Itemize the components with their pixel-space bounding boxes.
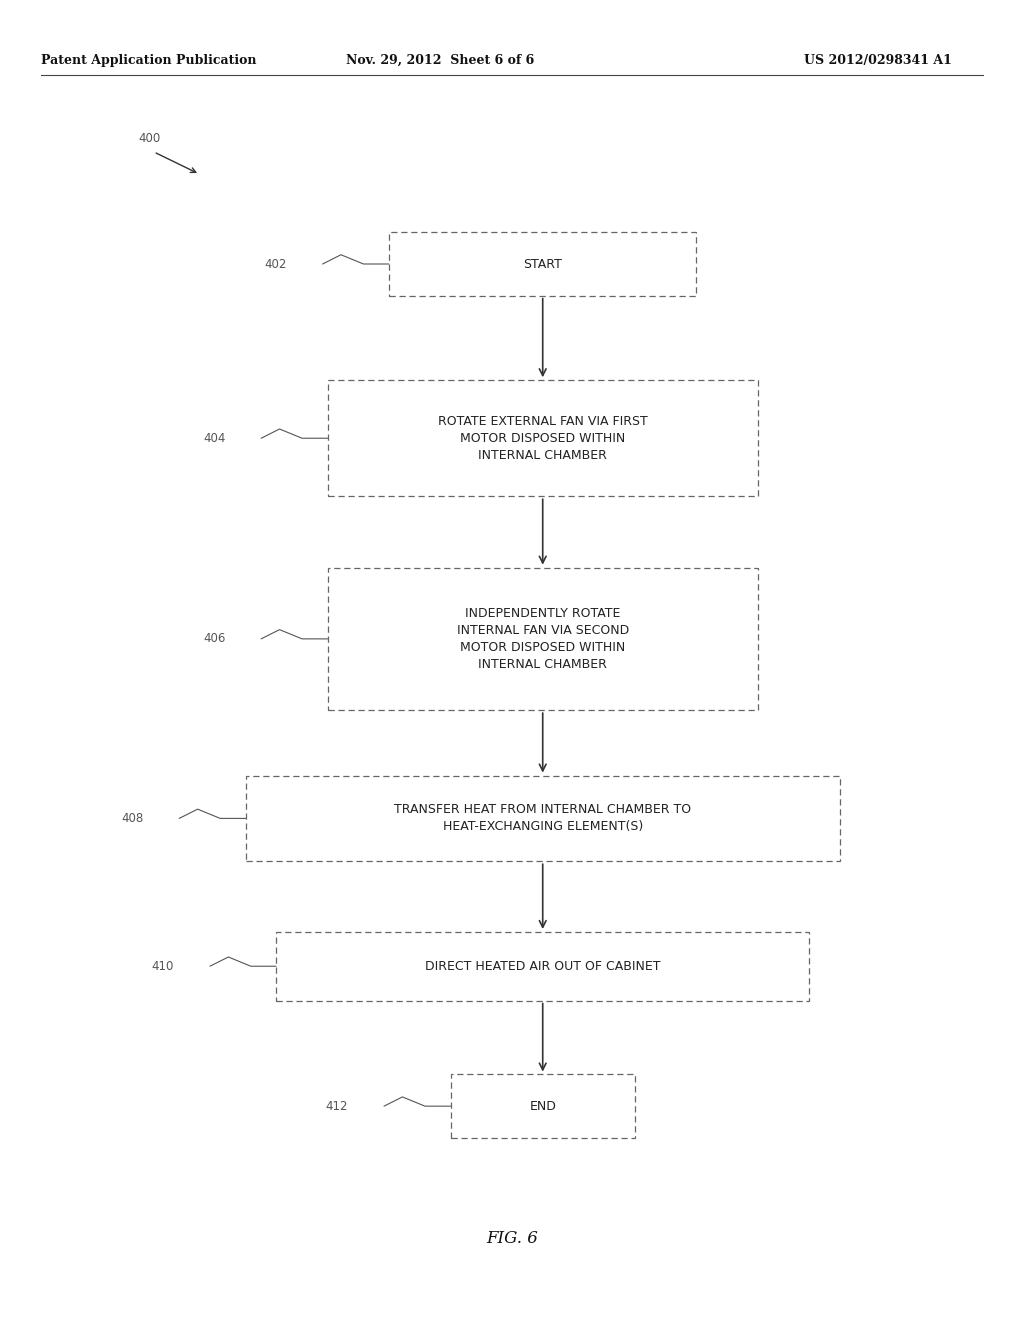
Bar	[451, 1074, 635, 1138]
Bar	[328, 568, 758, 710]
Text: Nov. 29, 2012  Sheet 6 of 6: Nov. 29, 2012 Sheet 6 of 6	[346, 54, 535, 67]
Bar	[328, 380, 758, 496]
Text: 412: 412	[326, 1100, 348, 1113]
Text: ROTATE EXTERNAL FAN VIA FIRST
MOTOR DISPOSED WITHIN
INTERNAL CHAMBER: ROTATE EXTERNAL FAN VIA FIRST MOTOR DISP…	[438, 414, 647, 462]
Text: START: START	[523, 257, 562, 271]
Text: Patent Application Publication: Patent Application Publication	[41, 54, 256, 67]
Text: 402: 402	[264, 257, 287, 271]
Text: FIG. 6: FIG. 6	[486, 1230, 538, 1246]
Bar	[246, 776, 840, 861]
Text: 408: 408	[121, 812, 143, 825]
Text: US 2012/0298341 A1: US 2012/0298341 A1	[805, 54, 952, 67]
Text: 406: 406	[203, 632, 225, 645]
Bar	[276, 932, 809, 1001]
Text: 400: 400	[138, 132, 161, 145]
Text: END: END	[529, 1100, 556, 1113]
Text: INDEPENDENTLY ROTATE
INTERNAL FAN VIA SECOND
MOTOR DISPOSED WITHIN
INTERNAL CHAM: INDEPENDENTLY ROTATE INTERNAL FAN VIA SE…	[457, 607, 629, 671]
Text: TRANSFER HEAT FROM INTERNAL CHAMBER TO
HEAT-EXCHANGING ELEMENT(S): TRANSFER HEAT FROM INTERNAL CHAMBER TO H…	[394, 804, 691, 833]
Text: 410: 410	[152, 960, 174, 973]
Text: DIRECT HEATED AIR OUT OF CABINET: DIRECT HEATED AIR OUT OF CABINET	[425, 960, 660, 973]
Text: 404: 404	[203, 432, 225, 445]
Bar	[389, 232, 696, 296]
